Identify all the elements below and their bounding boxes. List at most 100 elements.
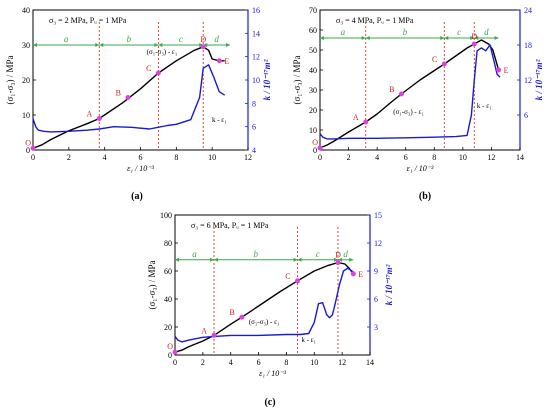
point-E	[350, 271, 356, 277]
phase-arrow-head	[470, 36, 475, 40]
phase-label-d: d	[343, 249, 348, 259]
x-tick-label: 6	[257, 358, 261, 367]
stress-curve-annotation: (σ₁-σ₃) - ε₁	[393, 108, 424, 116]
x-tick-label: 2	[347, 153, 351, 162]
phase-label-a: a	[64, 34, 69, 44]
point-A	[96, 116, 102, 121]
panel-label: (a)	[131, 191, 143, 202]
y-left-tick-label: 0	[313, 146, 317, 155]
y-right-tick-label: 24	[524, 6, 532, 15]
chart-panel-3: 0 2 4 6 8 10 12 14 0 20 40 60 80 100 3 6 9 12 15 ε₁ / 10⁻³ (…	[147, 211, 394, 408]
y-left-tick-label: 60	[164, 267, 172, 276]
y-left-tick-label: 80	[164, 239, 172, 248]
point-A	[363, 119, 369, 125]
panel-label: (b)	[419, 191, 431, 202]
point-D	[335, 260, 341, 266]
phase-arrow-head	[494, 36, 499, 40]
y-left-axis-title: (σ₁-σ₃) / MPa	[147, 261, 157, 310]
chart-panel-1: 0 2 4 6 8 10 12 0 10 20 30 40 4 6 8 10 12 14 16 ε₁ / 10⁻³ (σ…	[5, 6, 272, 202]
stress-curve-annotation: (σ₁-σ₃) - ε₁	[147, 48, 178, 56]
y-right-tick-label: 4	[252, 146, 256, 155]
x-axis-title: ε₁ / 10⁻³	[259, 369, 286, 378]
phase-label-b: b	[254, 249, 259, 259]
point-E	[216, 58, 222, 64]
phase-arrow-head	[293, 257, 298, 262]
point-label-E: E	[358, 270, 363, 279]
y-left-tick-label: 20	[164, 323, 172, 332]
y-left-tick-label: 0	[26, 146, 30, 155]
phase-arrow-head	[474, 36, 479, 40]
y-right-tick-label: 8	[252, 99, 256, 108]
phase-arrow-head	[214, 257, 218, 262]
y-right-axis-title: k / 10⁻¹⁷m²	[534, 59, 544, 100]
phase-arrow-head	[99, 43, 104, 47]
stress-strain-curve	[32, 46, 225, 149]
point-label-D: D	[471, 32, 477, 41]
y-left-tick-label: 10	[22, 111, 30, 120]
y-left-tick-label: 30	[22, 41, 30, 50]
x-tick-label: 0	[173, 358, 177, 367]
phase-arrow-head	[444, 36, 449, 40]
x-tick-label: 6	[139, 153, 143, 162]
perm-curve-annotation: k - ε₁	[301, 336, 316, 344]
x-tick-label: 0	[318, 153, 322, 162]
phase-arrow-head	[320, 36, 324, 40]
point-label-O: O	[312, 138, 318, 147]
point-label-B: B	[389, 85, 394, 94]
y-right-tick-label: 9	[374, 267, 378, 276]
phase-arrow-head	[154, 43, 159, 47]
point-label-B: B	[116, 89, 121, 98]
x-axis-title: ε₁ / 10⁻³	[127, 164, 154, 173]
y-right-tick-label: 16	[252, 6, 260, 15]
x-tick-label: 12	[487, 153, 495, 162]
point-O	[172, 349, 178, 355]
x-tick-label: 2	[201, 358, 205, 367]
point-label-E: E	[504, 66, 509, 75]
y-left-tick-label: 100	[160, 211, 172, 220]
phase-arrow-head	[365, 36, 370, 40]
phase-arrow-head	[95, 43, 100, 47]
x-tick-label: 12	[244, 153, 252, 162]
point-label-D: D	[335, 251, 341, 260]
point-label-C: C	[432, 55, 437, 64]
stress-curve-annotation: (σ₁-σ₃) - ε₁	[249, 318, 280, 326]
y-right-tick-label: 3	[374, 323, 378, 332]
point-label-D: D	[200, 35, 206, 44]
phase-arrow-head	[226, 43, 231, 47]
point-D	[200, 44, 206, 50]
point-O	[317, 145, 323, 151]
y-left-tick-label: 40	[22, 6, 30, 15]
phase-label-a: a	[341, 27, 346, 37]
perm-curve-annotation: k - ε₁	[212, 116, 227, 124]
y-right-tick-label: 12	[374, 239, 382, 248]
phase-label-d: d	[484, 27, 489, 37]
y-left-tick-label: 0	[168, 351, 172, 360]
y-left-tick-label: 30	[309, 86, 317, 95]
phase-arrow-head	[210, 257, 214, 262]
y-right-tick-label: 15	[374, 211, 382, 220]
phase-arrow-head	[199, 43, 204, 47]
permeability-curve	[174, 267, 356, 343]
point-E	[496, 67, 502, 73]
y-right-tick-label: 14	[252, 29, 260, 38]
point-label-A: A	[353, 113, 359, 122]
point-B	[125, 95, 131, 100]
y-right-tick-label: 6	[252, 123, 256, 132]
y-right-axis-title: k / 10⁻¹⁷m²	[384, 264, 394, 305]
stress-strain-curve	[319, 39, 500, 149]
y-left-tick-label: 20	[309, 106, 317, 115]
point-C	[441, 61, 447, 67]
phase-arrow-head	[33, 43, 37, 47]
phase-label-b: b	[403, 27, 408, 37]
phase-arrow-head	[349, 257, 354, 262]
point-C	[295, 278, 301, 284]
y-right-tick-label: 6	[524, 111, 528, 120]
panel-subtitle: σ₃ = 6 MPa, Pᵤ = 1 MPa	[191, 221, 269, 230]
phase-arrow-head	[158, 43, 163, 47]
x-tick-label: 4	[229, 358, 233, 367]
phase-label-a: a	[192, 249, 197, 259]
x-tick-label: 8	[284, 358, 288, 367]
x-tick-label: 10	[208, 153, 216, 162]
y-right-tick-label: 12	[252, 53, 260, 62]
